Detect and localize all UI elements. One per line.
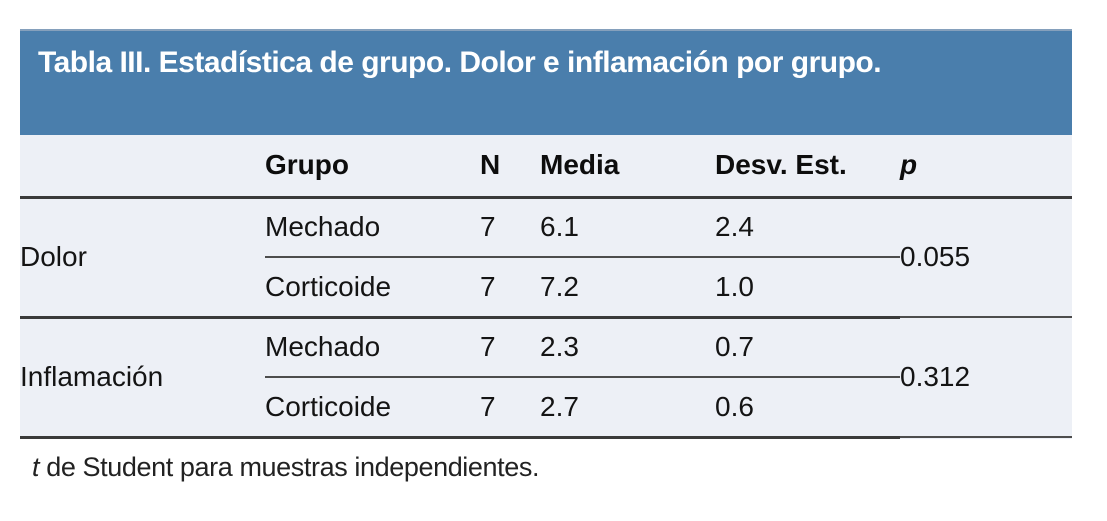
table-row-inflamacion-mechado: Inflamación Mechado 7 2.3 0.7 0.312 [20,317,1072,439]
column-header-n: N [480,135,540,199]
table-row-dolor-corticoide: Corticoide 7 7.2 1.0 [20,257,1072,319]
cell-inflamacion-mechado-grupo: Mechado [265,317,480,378]
cell-dolor-corticoide-n: 7 [480,257,540,319]
cell-inflamacion-corticoide-media: 2.7 [540,377,715,439]
cell-dolor-mechado-desv: 2.4 [715,197,900,258]
cell-inflamacion-corticoide-desv: 0.6 [715,377,900,439]
table-row-dolor-mechado: Dolor Mechado 7 6.1 2.4 0.055 [20,197,1072,319]
cell-inflamacion-mechado-n: 7 [480,317,540,378]
stats-table-figure: Tabla III. Estadística de grupo. Dolor e… [20,29,1072,483]
table-title-bar: Tabla III. Estadística de grupo. Dolor e… [20,29,1072,135]
cell-dolor-mechado-grupo: Mechado [265,197,480,258]
group-statistics-table: Grupo N Media Desv. Est. p Dolor Mechado… [20,135,1072,439]
table-row-inflamacion-corticoide: Corticoide 7 2.7 0.6 [20,377,1072,439]
cell-inflamacion-corticoide-grupo: Corticoide [265,377,480,439]
table-title: Tabla III. Estadística de grupo. Dolor e… [38,46,882,79]
cell-dolor-mechado-media: 6.1 [540,197,715,258]
cell-inflamacion-mechado-media: 2.3 [540,317,715,378]
cell-dolor-p-value: 0.055 [900,197,1072,318]
cell-inflamacion-corticoide-n: 7 [480,377,540,439]
cell-dolor-corticoide-grupo: Corticoide [265,257,480,319]
footnote: t de Student para muestras independiente… [32,452,1072,483]
cell-dolor-corticoide-desv: 1.0 [715,257,900,319]
footnote-text: de Student para muestras independientes. [39,451,540,482]
footnote-italic-term: t [32,451,40,482]
row-label-inflamacion: Inflamación [20,317,265,439]
column-header-desv-est: Desv. Est. [715,135,900,199]
column-header-empty [20,135,265,199]
cell-inflamacion-mechado-desv: 0.7 [715,317,900,378]
column-header-p: p [900,135,1072,199]
row-label-dolor: Dolor [20,197,265,319]
cell-inflamacion-p-value: 0.312 [900,317,1072,438]
header-row: Grupo N Media Desv. Est. p [20,135,1072,199]
cell-dolor-mechado-n: 7 [480,197,540,258]
cell-dolor-corticoide-media: 7.2 [540,257,715,319]
column-header-grupo: Grupo [265,135,480,199]
column-header-media: Media [540,135,715,199]
